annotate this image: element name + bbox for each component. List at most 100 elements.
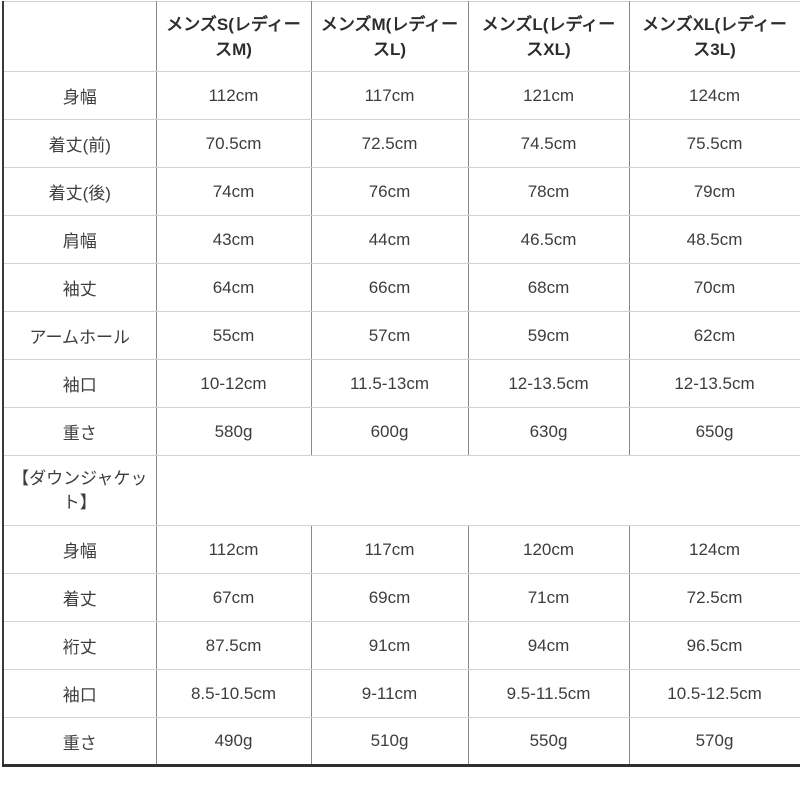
row-label: 袖丈 bbox=[2, 263, 157, 312]
header-row: メンズS(レディー スM) メンズM(レディー スL) メンズL(レディー スX… bbox=[2, 1, 800, 72]
size-value-cell: 67cm bbox=[155, 573, 312, 622]
row-label: アームホール bbox=[2, 311, 157, 360]
table-row: 袖丈 64cm 66cm 68cm 70cm bbox=[2, 263, 800, 312]
size-value-cell: 72.5cm bbox=[628, 573, 800, 622]
size-value-cell: 43cm bbox=[155, 215, 312, 264]
size-spec-table: メンズS(レディー スM) メンズM(レディー スL) メンズL(レディー スX… bbox=[2, 1, 800, 767]
table-body: 身幅 112cm 117cm 121cm 124cm 着丈(前) 70.5cm 72.5cm 7… bbox=[2, 71, 800, 766]
size-value-cell: 11.5-13cm bbox=[310, 359, 469, 408]
column-header-text: スXL) bbox=[526, 39, 571, 59]
size-value-cell: 112cm bbox=[155, 525, 312, 574]
row-label: 袖口 bbox=[2, 669, 157, 718]
size-value-cell: 10.5-12.5cm bbox=[628, 669, 800, 718]
size-value-cell: 64cm bbox=[155, 263, 312, 312]
size-value-cell: 44cm bbox=[310, 215, 469, 264]
column-header-text: メンズM(レディー bbox=[320, 14, 459, 34]
table-row: 着丈 67cm 69cm 71cm 72.5cm bbox=[2, 573, 800, 622]
table-row: 重さ 580g 600g 630g 650g bbox=[2, 407, 800, 456]
table-row: 着丈(後) 74cm 76cm 78cm 79cm bbox=[2, 167, 800, 216]
column-header-text: スL) bbox=[372, 39, 407, 59]
size-value-cell: 12-13.5cm bbox=[628, 359, 800, 408]
size-value-cell: 94cm bbox=[467, 621, 630, 670]
size-value-cell: 117cm bbox=[310, 71, 469, 120]
size-value-cell: 630g bbox=[467, 407, 630, 456]
size-value-cell: 68cm bbox=[467, 263, 630, 312]
size-value-cell: 55cm bbox=[155, 311, 312, 360]
size-value-cell: 120cm bbox=[467, 525, 630, 574]
size-value-cell: 124cm bbox=[628, 71, 800, 120]
row-label: 身幅 bbox=[2, 525, 157, 574]
table-row: 重さ 490g 510g 550g 570g bbox=[2, 717, 800, 766]
size-value-cell: 570g bbox=[628, 717, 800, 766]
size-value-cell: 550g bbox=[467, 717, 630, 766]
size-value-cell: 48.5cm bbox=[628, 215, 800, 264]
size-value-cell: 75.5cm bbox=[628, 119, 800, 168]
size-value-cell: 59cm bbox=[467, 311, 630, 360]
column-header-text: メンズL(レディー bbox=[481, 14, 616, 34]
size-value-cell: 490g bbox=[155, 717, 312, 766]
size-value-cell: 112cm bbox=[155, 71, 312, 120]
row-label: 袖口 bbox=[2, 359, 157, 408]
column-header-mens-m: メンズM(レディー スL) bbox=[310, 1, 469, 72]
size-value-cell: 580g bbox=[155, 407, 312, 456]
section-heading-text: ト】 bbox=[62, 492, 97, 512]
table-row: 身幅 112cm 117cm 120cm 124cm bbox=[2, 525, 800, 574]
row-label: 裄丈 bbox=[2, 621, 157, 670]
size-value-cell: 87.5cm bbox=[155, 621, 312, 670]
row-label: 着丈(前) bbox=[2, 119, 157, 168]
row-label: 着丈(後) bbox=[2, 167, 157, 216]
size-value-cell: 12-13.5cm bbox=[467, 359, 630, 408]
table-row: 身幅 112cm 117cm 121cm 124cm bbox=[2, 71, 800, 120]
table-row: 着丈(前) 70.5cm 72.5cm 74.5cm 75.5cm bbox=[2, 119, 800, 168]
size-value-cell: 76cm bbox=[310, 167, 469, 216]
size-value-cell: 70cm bbox=[628, 263, 800, 312]
size-value-cell: 8.5-10.5cm bbox=[155, 669, 312, 718]
size-value-cell: 79cm bbox=[628, 167, 800, 216]
column-header-text: メンズXL(レディー bbox=[642, 14, 787, 34]
section-heading-row: 【ダウンジャケッ ト】 bbox=[2, 455, 800, 526]
section-heading-text: 【ダウンジャケッ bbox=[12, 468, 148, 488]
table-row: アームホール 55cm 57cm 59cm 62cm bbox=[2, 311, 800, 360]
size-value-cell: 117cm bbox=[310, 525, 469, 574]
column-header-text: スM) bbox=[215, 39, 252, 59]
size-value-cell: 96.5cm bbox=[628, 621, 800, 670]
table-header: メンズS(レディー スM) メンズM(レディー スL) メンズL(レディー スX… bbox=[2, 1, 800, 72]
size-value-cell: 9.5-11.5cm bbox=[467, 669, 630, 718]
size-value-cell: 72.5cm bbox=[310, 119, 469, 168]
column-header-text: メンズS(レディー bbox=[166, 14, 301, 34]
size-value-cell: 650g bbox=[628, 407, 800, 456]
table-row: 肩幅 43cm 44cm 46.5cm 48.5cm bbox=[2, 215, 800, 264]
size-value-cell: 71cm bbox=[467, 573, 630, 622]
size-value-cell: 600g bbox=[310, 407, 469, 456]
size-value-cell: 121cm bbox=[467, 71, 630, 120]
column-header-mens-l: メンズL(レディー スXL) bbox=[467, 1, 630, 72]
table-row: 裄丈 87.5cm 91cm 94cm 96.5cm bbox=[2, 621, 800, 670]
section-heading-spacer bbox=[155, 455, 800, 526]
size-value-cell: 62cm bbox=[628, 311, 800, 360]
size-value-cell: 510g bbox=[310, 717, 469, 766]
row-label: 重さ bbox=[2, 717, 157, 766]
row-label: 着丈 bbox=[2, 573, 157, 622]
size-value-cell: 10-12cm bbox=[155, 359, 312, 408]
size-value-cell: 74.5cm bbox=[467, 119, 630, 168]
table-row: 袖口 8.5-10.5cm 9-11cm 9.5-11.5cm 10.5-12.5cm bbox=[2, 669, 800, 718]
size-value-cell: 69cm bbox=[310, 573, 469, 622]
size-value-cell: 46.5cm bbox=[467, 215, 630, 264]
size-value-cell: 66cm bbox=[310, 263, 469, 312]
size-value-cell: 124cm bbox=[628, 525, 800, 574]
row-label: 身幅 bbox=[2, 71, 157, 120]
size-value-cell: 78cm bbox=[467, 167, 630, 216]
row-label: 肩幅 bbox=[2, 215, 157, 264]
size-value-cell: 91cm bbox=[310, 621, 469, 670]
column-header-text: ス3L) bbox=[693, 39, 736, 59]
section-heading-cell: 【ダウンジャケッ ト】 bbox=[2, 455, 157, 526]
column-header-mens-s: メンズS(レディー スM) bbox=[155, 1, 312, 72]
size-value-cell: 70.5cm bbox=[155, 119, 312, 168]
size-value-cell: 9-11cm bbox=[310, 669, 469, 718]
corner-cell bbox=[2, 1, 157, 72]
row-label: 重さ bbox=[2, 407, 157, 456]
table-row: 袖口 10-12cm 11.5-13cm 12-13.5cm 12-13.5cm bbox=[2, 359, 800, 408]
size-value-cell: 57cm bbox=[310, 311, 469, 360]
size-value-cell: 74cm bbox=[155, 167, 312, 216]
column-header-mens-xl: メンズXL(レディー ス3L) bbox=[628, 1, 800, 72]
